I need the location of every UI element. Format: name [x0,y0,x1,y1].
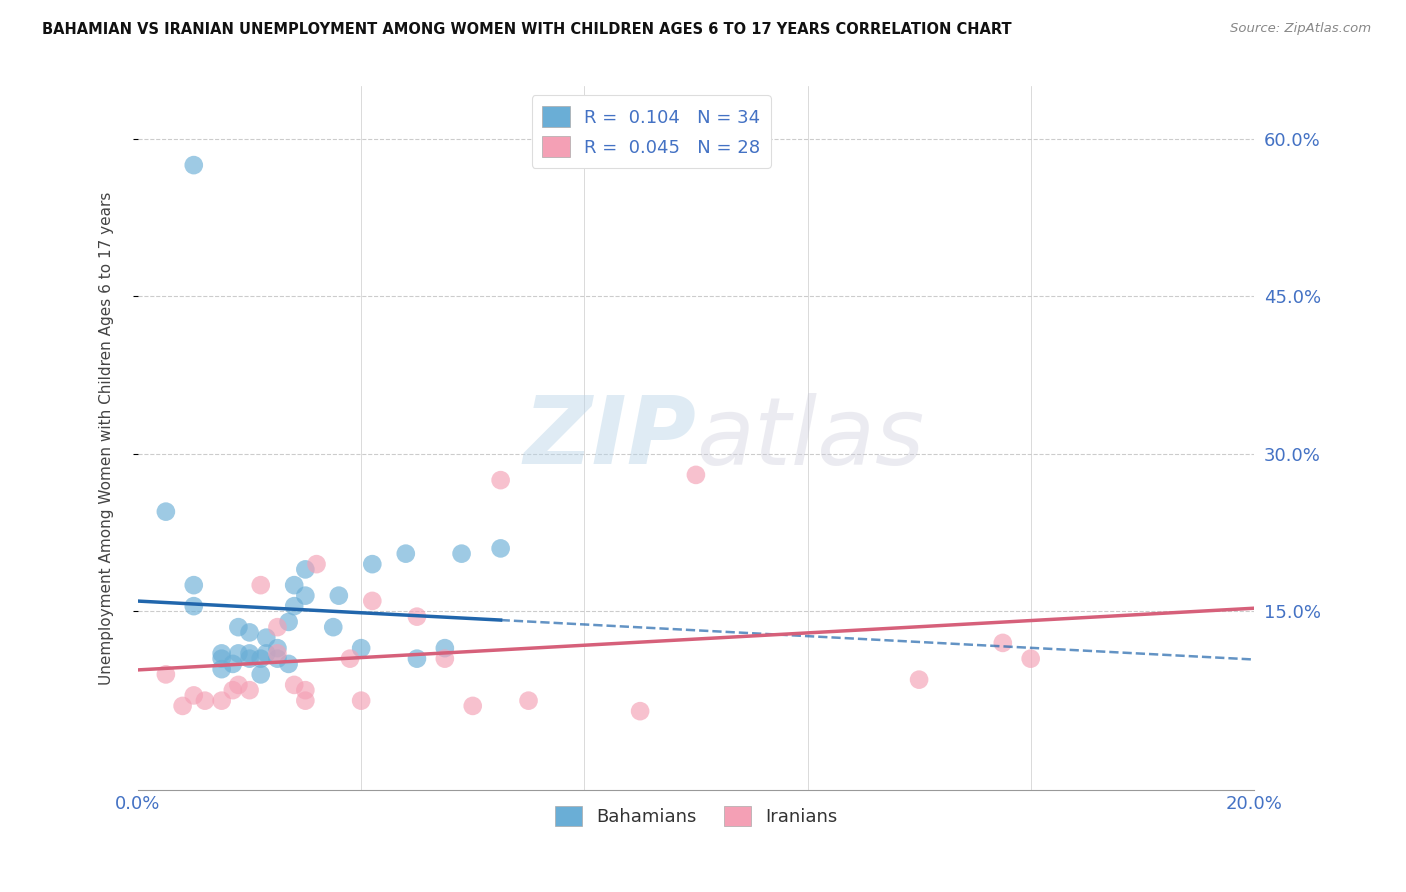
Point [238,647,260,661]
Text: BAHAMIAN VS IRANIAN UNEMPLOYMENT AMONG WOMEN WITH CHILDREN AGES 6 TO 17 YEARS CO: BAHAMIAN VS IRANIAN UNEMPLOYMENT AMONG W… [42,22,1012,37]
Text: atlas: atlas [696,392,924,483]
Point [238,625,260,640]
Point [361,594,384,608]
Point [406,609,429,624]
Point [433,641,456,656]
Point [305,557,328,571]
Point [211,662,233,676]
Point [294,562,316,576]
Point [254,631,277,645]
Point [489,473,512,487]
Point [277,657,299,671]
Point [395,547,418,561]
Point [222,657,245,671]
Point [628,704,651,718]
Point [294,683,316,698]
Point [183,689,205,703]
Point [183,599,205,614]
Y-axis label: Unemployment Among Women with Children Ages 6 to 17 years: Unemployment Among Women with Children A… [100,192,114,685]
Point [991,636,1014,650]
Point [322,620,344,634]
Point [266,620,288,634]
Point [350,641,373,656]
Legend: Bahamians, Iranians: Bahamians, Iranians [547,798,845,834]
Point [350,693,373,707]
Point [228,620,250,634]
Point [155,667,177,681]
Point [685,467,707,482]
Point [283,599,305,614]
Point [294,589,316,603]
Point [450,547,472,561]
Point [294,693,316,707]
Point [228,678,250,692]
Point [249,578,271,592]
Point [361,557,384,571]
Point [328,589,350,603]
Point [277,615,299,629]
Point [517,693,540,707]
Point [211,651,233,665]
Text: Source: ZipAtlas.com: Source: ZipAtlas.com [1230,22,1371,36]
Point [194,693,217,707]
Point [283,578,305,592]
Point [266,641,288,656]
Point [406,651,429,665]
Point [155,505,177,519]
Point [172,698,194,713]
Point [222,683,245,698]
Point [433,651,456,665]
Point [183,158,205,172]
Point [339,651,361,665]
Point [249,651,271,665]
Point [211,693,233,707]
Point [228,647,250,661]
Point [908,673,931,687]
Point [283,678,305,692]
Point [254,647,277,661]
Point [1019,651,1042,665]
Point [238,651,260,665]
Point [266,647,288,661]
Point [211,647,233,661]
Point [461,698,484,713]
Text: ZIP: ZIP [523,392,696,484]
Point [249,667,271,681]
Point [183,578,205,592]
Point [489,541,512,556]
Point [238,683,260,698]
Point [266,651,288,665]
